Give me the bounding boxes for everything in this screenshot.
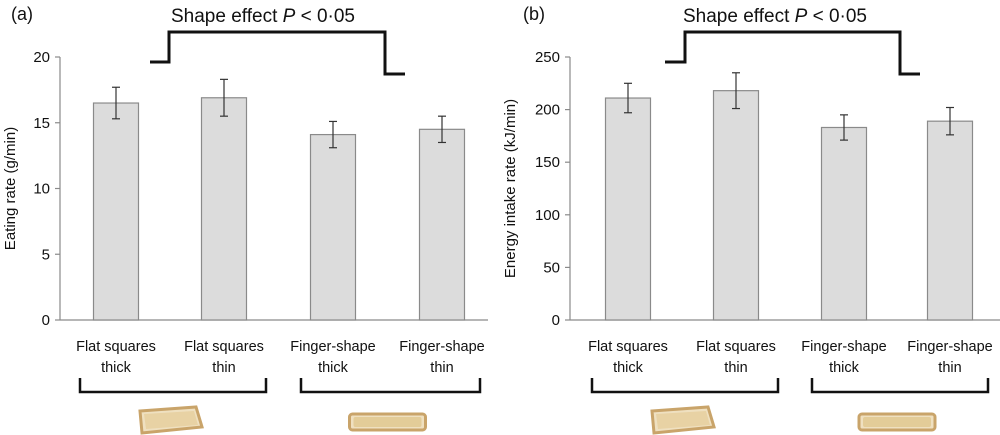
y-tick-label: 50	[543, 259, 560, 276]
x-category-label: thin	[724, 360, 747, 376]
x-category-label: thick	[613, 360, 644, 376]
group-bracket-flat-squares	[78, 378, 268, 394]
bread-square-crumb	[656, 411, 710, 429]
y-axis-label: Energy intake rate (kJ/min)	[502, 99, 519, 278]
group-bracket-finger-shape	[810, 378, 990, 394]
significance-label: Shape effect P < 0·05	[683, 6, 867, 27]
x-category-label: Flat squares	[696, 339, 776, 355]
x-category-label: thick	[101, 360, 132, 376]
y-tick-label: 0	[42, 312, 50, 329]
x-category-label: thick	[829, 360, 860, 376]
x-category-label: Finger-shape	[290, 339, 375, 355]
significance-label: Shape effect P < 0·05	[171, 6, 355, 27]
y-tick-label: 15	[33, 115, 50, 132]
bar	[604, 97, 652, 321]
x-category-label: thin	[212, 360, 235, 376]
y-tick-label: 5	[42, 246, 50, 263]
y-tick-label: 20	[33, 49, 50, 66]
bread-finger-crumb	[353, 417, 422, 427]
bar	[926, 120, 974, 321]
y-tick-label: 200	[535, 102, 560, 119]
x-category-label: Finger-shape	[399, 339, 484, 355]
bar	[92, 102, 140, 321]
x-category-label: Flat squares	[588, 339, 668, 355]
bread-square-image	[650, 405, 716, 435]
significance-bracket	[150, 30, 405, 76]
x-category-label: Flat squares	[76, 339, 156, 355]
significance-bracket	[665, 30, 920, 76]
y-tick-label: 10	[33, 181, 50, 198]
y-tick-label: 0	[552, 312, 560, 329]
x-category-label: Flat squares	[184, 339, 264, 355]
y-axis-label: Eating rate (g/min)	[2, 127, 19, 250]
panel-label: (a)	[11, 4, 33, 24]
bread-finger-crumb	[863, 417, 931, 427]
y-tick-label: 100	[535, 207, 560, 224]
bread-finger-image	[857, 412, 937, 432]
x-category-label: Finger-shape	[907, 339, 992, 355]
x-category-label: Finger-shape	[801, 339, 886, 355]
bread-square-crumb	[144, 411, 198, 429]
y-tick-label: 150	[535, 154, 560, 171]
chart-panel-a: (a) Shape effect P < 0·05 0 5 10 15 20 Eating r…	[2, 4, 488, 435]
bar	[200, 97, 248, 321]
x-category-label: thin	[430, 360, 453, 376]
group-bracket-flat-squares	[590, 378, 780, 394]
x-category-label: thick	[318, 360, 349, 376]
bread-finger-image	[348, 412, 427, 432]
bar	[712, 90, 760, 321]
x-category-label: thin	[938, 360, 961, 376]
bar	[309, 133, 357, 321]
panel-label: (b)	[523, 4, 545, 24]
bar	[418, 128, 466, 321]
y-tick-label: 250	[535, 49, 560, 66]
bread-square-image	[138, 405, 204, 435]
group-bracket-finger-shape	[299, 378, 482, 394]
chart-panel-b: (b) Shape effect P < 0·05 0 50 100 150 200 250 E…	[502, 4, 1000, 435]
bar	[820, 126, 868, 321]
